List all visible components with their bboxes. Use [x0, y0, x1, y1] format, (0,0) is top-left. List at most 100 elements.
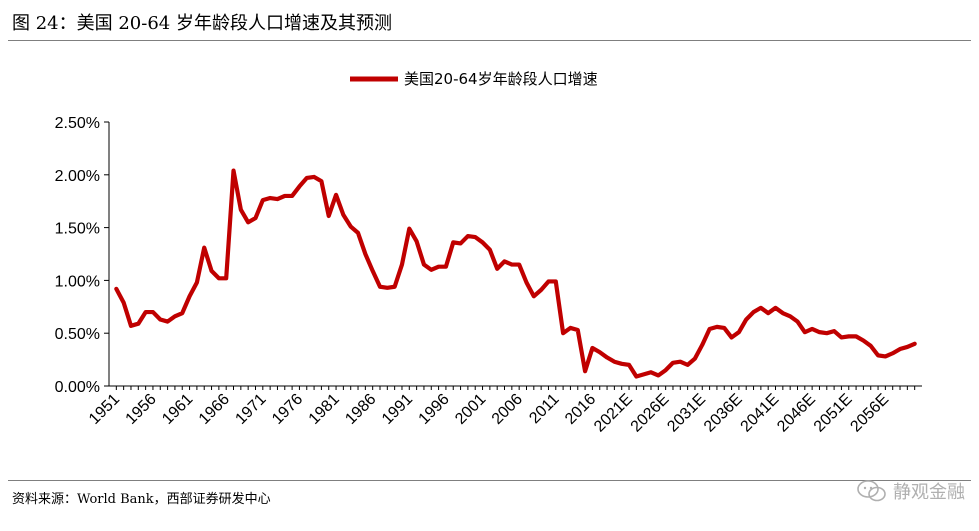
data-point [268, 196, 272, 200]
series-line-population-growth [114, 168, 917, 379]
x-tick-label: 1981 [306, 391, 343, 428]
data-point [349, 225, 353, 229]
x-tick-label: 2011 [526, 391, 562, 427]
x-tick-label: 2006 [489, 391, 526, 428]
data-point [759, 306, 763, 310]
figure-title: 图 24：美国 20-64 岁年龄段人口增速及其预测 [12, 13, 392, 34]
data-point [598, 350, 602, 354]
x-tick-label: 2026E [628, 391, 673, 436]
data-point [122, 301, 126, 305]
data-point [627, 363, 631, 367]
data-point [539, 288, 543, 292]
data-point [173, 314, 177, 318]
data-point [319, 179, 323, 183]
data-point [876, 353, 880, 357]
x-tick-label: 1986 [342, 391, 379, 428]
wechat-icon [857, 480, 886, 502]
x-tick-label: 1951 [86, 391, 123, 428]
data-point [253, 216, 257, 220]
data-point [297, 184, 301, 188]
data-point [407, 227, 411, 231]
data-point [730, 335, 734, 339]
data-point [136, 322, 140, 326]
data-point [583, 369, 587, 373]
data-point [891, 351, 895, 355]
data-point [217, 276, 221, 280]
data-point [305, 176, 309, 180]
data-point [261, 198, 265, 202]
data-point [810, 327, 814, 331]
y-tick-label: 1.50% [55, 221, 100, 238]
data-point [546, 279, 550, 283]
data-point [532, 294, 536, 298]
data-point [781, 311, 785, 315]
data-point [766, 311, 770, 315]
y-tick-label: 2.50% [55, 115, 100, 132]
data-point [283, 194, 287, 198]
data-point [869, 344, 873, 348]
data-point [744, 317, 748, 321]
x-tick-label: 2021E [591, 391, 636, 436]
data-point [708, 327, 712, 331]
data-point [275, 197, 279, 201]
data-point [451, 240, 455, 244]
data-point [913, 342, 917, 346]
x-tick-label: 2051E [811, 391, 856, 436]
data-point [473, 235, 477, 239]
data-point [429, 268, 433, 272]
data-point [224, 276, 228, 280]
data-point [590, 346, 594, 350]
data-point [795, 320, 799, 324]
chart-axes: 0.00%0.50%1.00%1.50%2.00%2.50%1951 1956 19… [55, 115, 922, 436]
watermark: 静观金融 [857, 478, 965, 504]
top-divider [8, 40, 971, 41]
data-point [854, 334, 858, 338]
data-point [898, 347, 902, 351]
data-point [605, 355, 609, 359]
data-point [817, 330, 821, 334]
data-point [495, 267, 499, 271]
line-chart: 美国20-64岁年龄段人口增速 0.00% 0.50% 1.00% 1.50% 2.00… [55, 70, 922, 436]
y-tick-label: 2.00% [55, 168, 100, 185]
data-point [715, 325, 719, 329]
y-tick-label: 0.00% [55, 379, 100, 396]
source-note: 资料来源：World Bank，西部证券研发中心 [12, 492, 271, 507]
data-point [466, 234, 470, 238]
data-point [422, 263, 426, 267]
data-point [847, 334, 851, 338]
data-point [444, 265, 448, 269]
data-point [649, 370, 653, 374]
data-point [664, 368, 668, 372]
data-point [202, 246, 206, 250]
data-point [510, 263, 514, 267]
data-point [290, 194, 294, 198]
data-point [905, 345, 909, 349]
x-tick-label: 1996 [416, 391, 453, 428]
data-point [554, 279, 558, 283]
data-point [686, 363, 690, 367]
x-tick-label: 1956 [123, 391, 160, 428]
data-point [166, 320, 170, 324]
data-point [883, 354, 887, 358]
x-tick-label: 1966 [196, 391, 233, 428]
x-tick-label: 2056E [847, 391, 892, 436]
data-point [239, 208, 243, 212]
data-point [195, 281, 199, 285]
data-point [576, 328, 580, 332]
data-point [180, 311, 184, 315]
data-point [151, 310, 155, 314]
data-point [774, 306, 778, 310]
data-point [114, 287, 118, 291]
x-tick-label: 1976 [269, 391, 306, 428]
data-point [656, 373, 660, 377]
data-point [803, 330, 807, 334]
data-point [671, 361, 675, 365]
watermark-text: 静观金融 [893, 482, 965, 503]
data-point [371, 269, 375, 273]
data-point [700, 343, 704, 347]
x-tick-label: 1971 [232, 391, 269, 428]
data-point [437, 265, 441, 269]
data-point [561, 331, 565, 335]
data-point [752, 310, 756, 314]
chart-legend: 美国20-64岁年龄段人口增速 [350, 70, 598, 88]
